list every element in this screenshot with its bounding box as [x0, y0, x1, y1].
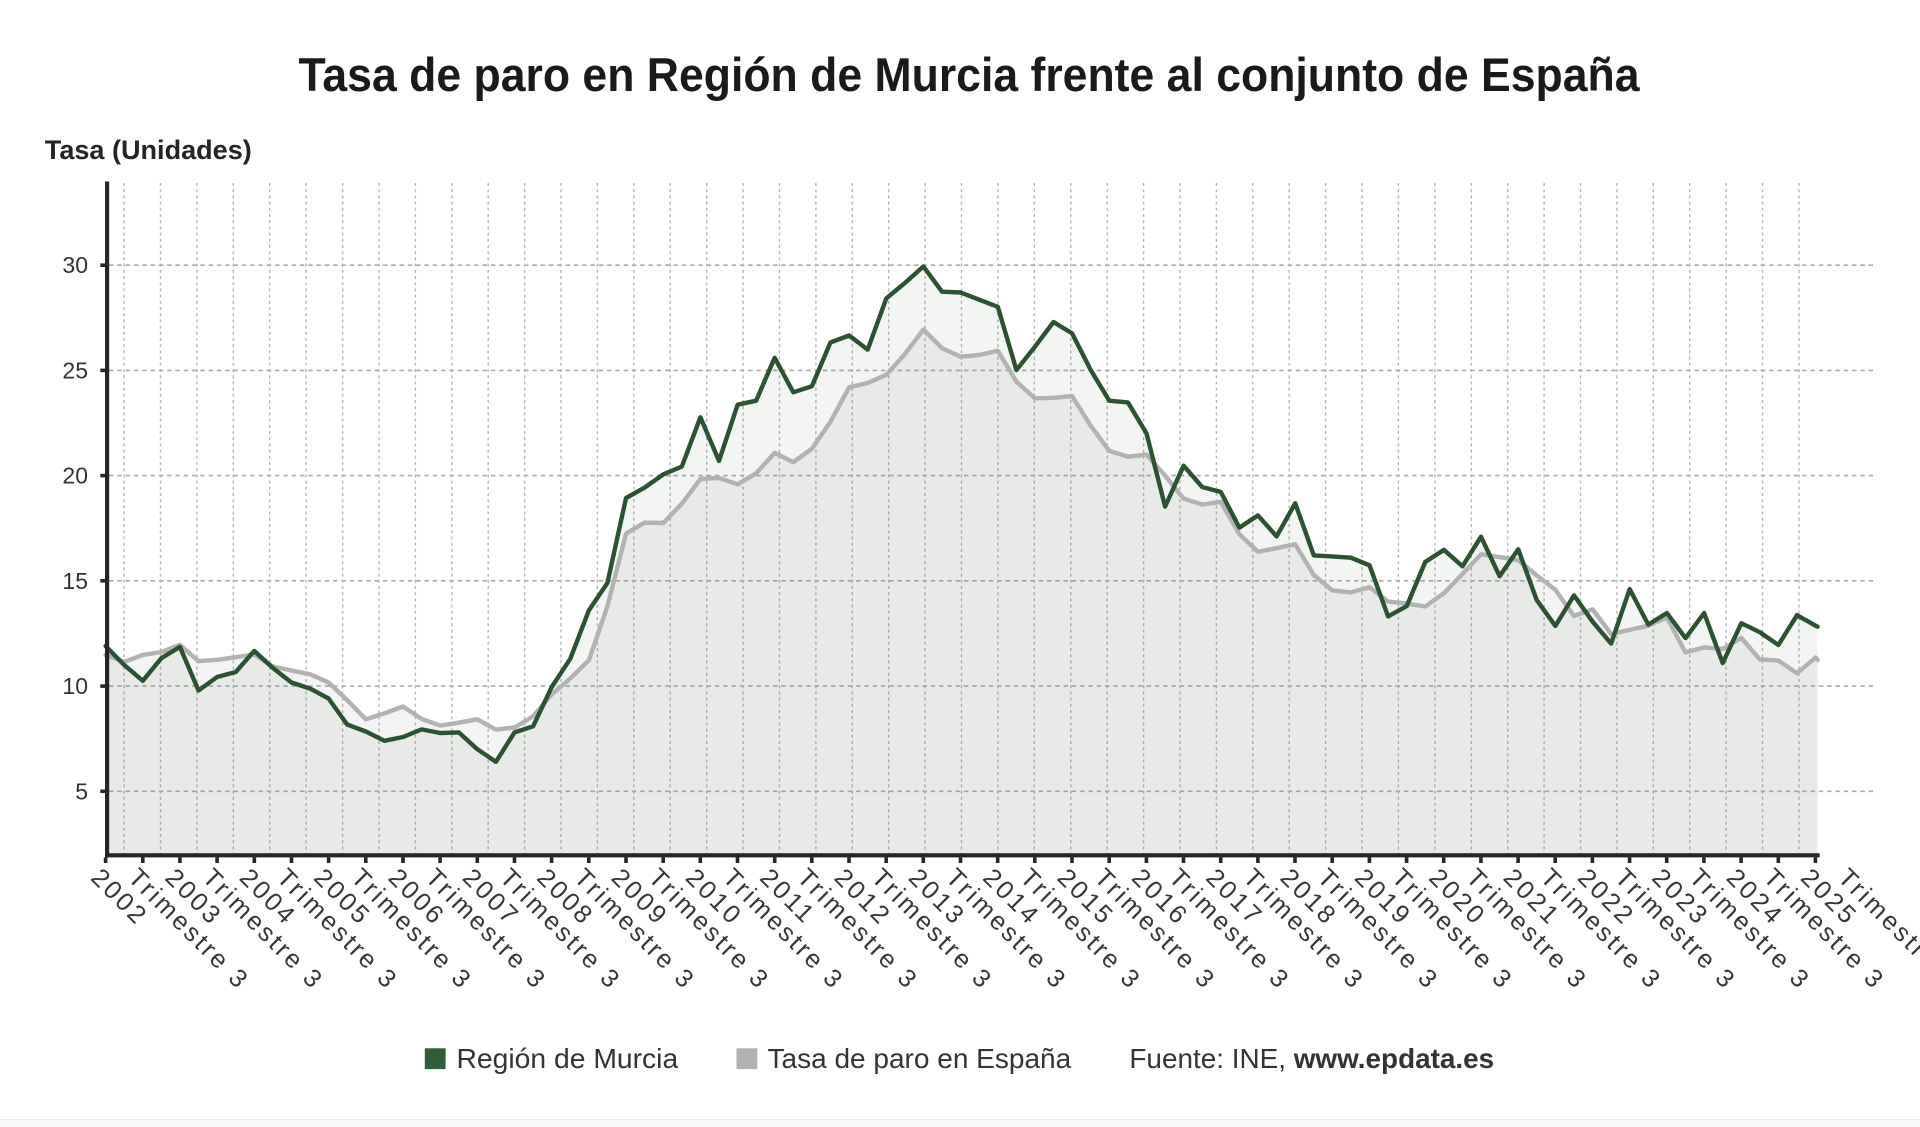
svg-text:5: 5: [75, 778, 88, 804]
svg-text:10: 10: [62, 673, 88, 699]
svg-text:Región de Murcia: Región de Murcia: [457, 1043, 679, 1074]
svg-text:Tasa de paro en España: Tasa de paro en España: [768, 1043, 1072, 1074]
svg-text:15: 15: [62, 568, 88, 594]
svg-text:20: 20: [62, 463, 88, 489]
svg-text:30: 30: [62, 252, 88, 278]
svg-text:25: 25: [62, 357, 88, 383]
svg-text:Tasa (Unidades): Tasa (Unidades): [45, 135, 252, 165]
svg-text:Fuente: INE, www.epdata.es: Fuente: INE, www.epdata.es: [1129, 1043, 1494, 1074]
svg-text:Tasa de paro en Región de Murc: Tasa de paro en Región de Murcia frente …: [299, 48, 1641, 101]
